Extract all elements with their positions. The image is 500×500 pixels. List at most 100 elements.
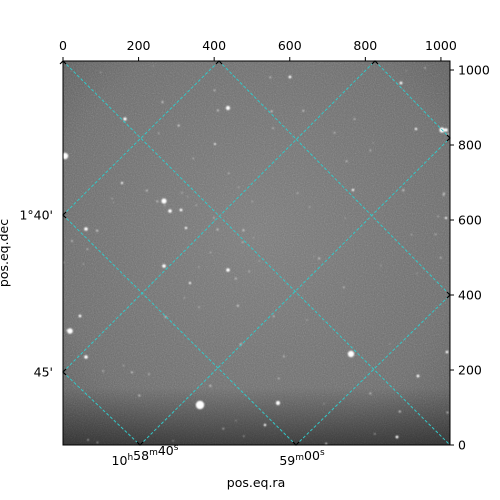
top-pixel-axis: 0 200 400 600 800 1000 [59,38,457,65]
star [152,65,154,67]
star [148,373,150,376]
star [158,132,160,135]
star [296,192,299,194]
star [309,206,311,208]
star [275,400,281,406]
star [414,127,418,131]
grid-tick-marker [62,211,67,219]
star [236,304,240,307]
star [122,364,125,367]
star [86,248,89,250]
star [187,195,189,197]
top-tick-label: 400 [202,38,226,53]
star [112,202,114,204]
star [71,239,73,242]
star [145,189,148,192]
star [288,75,292,79]
grid-line [295,294,450,445]
star [333,131,336,134]
right-tick-label: 600 [458,213,482,228]
star [389,343,391,345]
star [323,403,325,405]
star [162,264,166,268]
star [374,433,376,435]
star [214,143,216,145]
star [96,441,99,444]
star [225,105,231,111]
grid-line [374,61,450,139]
star [183,297,186,299]
star [416,374,420,378]
star [369,392,372,395]
star [242,229,245,232]
star [444,216,448,220]
star [347,350,355,358]
star [234,277,237,280]
star [444,128,448,132]
star [395,435,399,439]
grid-line [63,61,376,373]
star [156,200,159,203]
star [318,257,321,260]
star [63,152,69,160]
star [439,256,442,259]
star [446,411,449,414]
right-tick-label: 800 [458,138,482,153]
star [398,410,401,413]
star [306,319,308,321]
star [222,427,225,430]
star [198,306,200,308]
star [168,209,172,213]
star [195,204,197,206]
grid-line [63,61,220,216]
grid-line [63,214,297,445]
star [235,419,237,422]
grid-tick-marker [136,441,144,446]
right-tick-label: 0 [458,438,466,453]
star [130,371,133,374]
star [263,423,267,427]
star [369,149,372,152]
star [209,251,212,254]
star [67,328,73,334]
star [434,233,437,236]
star [100,71,102,73]
star [313,255,315,258]
star-field [63,65,450,445]
star [181,192,183,194]
star [237,186,240,189]
star [443,192,446,195]
star [209,384,212,387]
star [437,215,439,218]
star [251,200,254,203]
star [269,76,272,79]
top-tick-label: 800 [353,38,377,53]
grid-tick-marker [446,291,451,299]
star [442,193,445,196]
star [272,127,274,129]
y-axis-label: pos.eq.dec [0,219,11,287]
star [87,438,89,441]
right-tick-label: 200 [458,363,482,378]
star [84,227,88,231]
star [216,228,219,231]
grid-tick-marker [292,441,300,446]
star [226,268,230,272]
star [216,109,219,112]
star [195,400,205,410]
star [399,81,403,85]
grid-line [63,61,450,445]
star [302,109,305,112]
star [324,442,328,445]
star [179,208,183,212]
star [102,370,104,372]
star [213,217,215,219]
grid-tick-marker [446,134,451,142]
star [243,435,245,437]
star [111,197,113,200]
star [84,355,88,359]
right-tick-label: 400 [458,288,482,303]
grid-tick-marker [62,368,67,376]
star [282,355,285,358]
x-axis-label: pos.eq.ra [227,475,285,490]
